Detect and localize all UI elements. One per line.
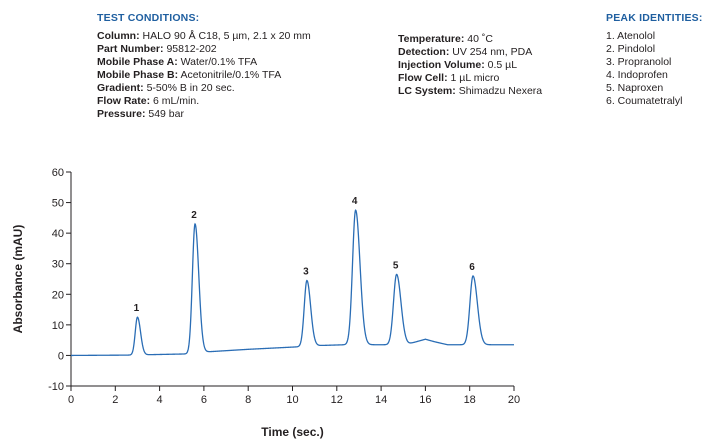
peak-label: 4 (352, 196, 358, 207)
y-tick-label: 0 (58, 350, 64, 362)
peak-identity-item: 2. Pindolol (606, 43, 656, 55)
x-tick-label: 14 (375, 394, 387, 406)
y-tick-label: 30 (52, 259, 64, 271)
condition-row: Mobile Phase A: Water/0.1% TFA (97, 56, 258, 68)
y-tick-label: 40 (52, 228, 64, 240)
peak-label: 2 (191, 210, 197, 221)
conditions-right-column: Temperature: 40 ˚C Detection: UV 254 nm,… (398, 33, 542, 98)
condition-row: Temperature: 40 ˚C (398, 33, 493, 45)
x-tick-label: 6 (201, 394, 207, 406)
condition-row: LC System: Shimadzu Nexera (398, 85, 543, 97)
peak-identity-item: 6. Coumatetralyl (606, 95, 683, 107)
condition-row: Injection Volume: 0.5 µL (398, 59, 518, 71)
x-tick-label: 4 (157, 394, 163, 406)
peak-label: 6 (469, 262, 475, 273)
condition-row: Pressure: 549 bar (97, 108, 184, 120)
y-tick-label: 60 (52, 167, 64, 179)
y-axis-label: Absorbance (mAU) (11, 225, 25, 334)
x-tick-label: 16 (419, 394, 431, 406)
chromatogram-trace (71, 209, 514, 357)
x-tick-label: 10 (286, 394, 298, 406)
x-tick-label: 12 (331, 394, 343, 406)
y-tick-label: 10 (52, 320, 64, 332)
x-tick-label: 2 (112, 394, 118, 406)
peak-identity-item: 5. Naproxen (606, 82, 664, 94)
condition-row: Gradient: 5-50% B in 20 sec. (97, 82, 235, 94)
condition-row: Flow Cell: 1 µL micro (398, 72, 500, 84)
peak-identities-heading: PEAK IDENTITIES: (606, 12, 703, 24)
x-axis-label: Time (sec.) (261, 425, 323, 439)
peak-label: 1 (134, 303, 140, 314)
x-tick-label: 0 (68, 394, 74, 406)
peak-identities-list: 1. Atenolol 2. Pindolol 3. Propranolol 4… (606, 30, 682, 108)
test-conditions-heading: TEST CONDITIONS: (97, 12, 200, 24)
peak-label: 3 (303, 267, 309, 278)
y-tick-label: 50 (52, 198, 64, 210)
condition-row: Column: HALO 90 Å C18, 5 µm, 2.1 x 20 mm (97, 30, 311, 42)
conditions-left-column: Column: HALO 90 Å C18, 5 µm, 2.1 x 20 mm… (97, 30, 311, 121)
y-tick-label: -10 (48, 381, 64, 393)
peak-identity-item: 1. Atenolol (606, 30, 656, 42)
x-tick-label: 18 (464, 394, 476, 406)
condition-row: Detection: UV 254 nm, PDA (398, 46, 533, 58)
peak-identity-item: 3. Propranolol (606, 56, 672, 68)
condition-row: Flow Rate: 6 mL/min. (97, 95, 200, 107)
peak-label: 5 (393, 260, 399, 271)
peak-identity-item: 4. Indoprofen (606, 69, 668, 81)
x-tick-label: 20 (508, 394, 520, 406)
x-tick-label: 8 (245, 394, 251, 406)
condition-row: Part Number: 95812-202 (97, 43, 217, 55)
condition-row: Mobile Phase B: Acetonitrile/0.1% TFA (97, 69, 282, 81)
y-tick-label: 20 (52, 289, 64, 301)
